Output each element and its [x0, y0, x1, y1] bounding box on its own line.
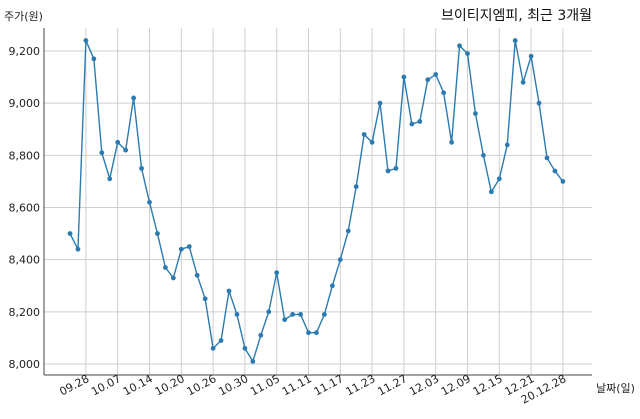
data-point: [139, 165, 144, 171]
x-axis-label: 날짜(일): [596, 381, 635, 395]
data-point: [290, 312, 295, 317]
data-point: [186, 244, 192, 250]
data-point: [115, 139, 121, 145]
y-tick-label: 8,200: [9, 306, 41, 319]
y-tick-label: 8,000: [9, 358, 41, 371]
data-point: [552, 168, 558, 174]
data-point: [107, 176, 113, 182]
x-tick-label: 11.23: [344, 372, 378, 398]
x-tick-label: 10.07: [89, 372, 123, 398]
data-point: [481, 152, 486, 158]
y-tick-label: 8,800: [9, 149, 41, 162]
data-point: [67, 231, 73, 236]
data-point: [234, 312, 240, 317]
data-point: [163, 265, 168, 270]
data-point: [218, 338, 224, 343]
data-point: [258, 332, 264, 338]
x-tick-label: 11.17: [312, 372, 346, 398]
data-point: [322, 312, 327, 317]
data-point: [353, 184, 359, 190]
data-point: [401, 74, 407, 80]
series: [67, 38, 566, 364]
data-point: [417, 119, 423, 124]
axes: [43, 28, 592, 376]
data-point: [369, 139, 375, 145]
x-tick-label: 12.09: [439, 372, 473, 398]
x-tick-label: 11.05: [248, 372, 282, 398]
x-tick-label: 09.28: [57, 372, 91, 398]
data-point: [560, 179, 566, 184]
data-point: [131, 95, 137, 101]
data-point: [250, 358, 256, 364]
x-tick-label: 10.30: [216, 372, 250, 398]
data-point: [75, 246, 81, 252]
data-point: [329, 283, 335, 289]
data-point: [178, 246, 184, 252]
x-tick-label: 11.27: [375, 372, 409, 398]
data-point: [147, 199, 152, 205]
x-tick-label: 12.15: [471, 372, 505, 398]
data-point: [441, 90, 447, 96]
price-series-line: [69, 40, 564, 364]
data-point: [425, 77, 431, 83]
data-point: [488, 189, 494, 195]
x-tick-label: 10.26: [185, 372, 219, 398]
data-point: [496, 176, 502, 182]
data-point: [242, 345, 248, 351]
y-tick-label: 9,200: [9, 45, 41, 58]
data-point: [409, 121, 415, 127]
chart-title: 브이티지엠피, 최근 3개월: [441, 8, 592, 24]
x-tick-label: 12.03: [407, 372, 441, 398]
x-tick-label: 10.14: [121, 372, 155, 398]
grid: [44, 28, 592, 375]
y-tick-label: 8,400: [9, 254, 41, 267]
data-point: [520, 79, 526, 85]
data-point: [202, 296, 208, 302]
data-point: [345, 228, 351, 234]
data-point: [528, 53, 534, 59]
data-point: [544, 155, 550, 161]
data-point: [433, 72, 439, 77]
data-point: [266, 309, 272, 315]
data-point: [377, 100, 383, 106]
data-point: [536, 100, 542, 106]
x-tick-label: 11.11: [280, 372, 314, 398]
data-point: [314, 330, 319, 336]
data-point: [473, 111, 478, 116]
data-point: [393, 165, 399, 171]
data-point: [298, 312, 303, 317]
data-point: [457, 43, 462, 49]
data-point: [123, 147, 129, 153]
data-point: [282, 317, 288, 323]
data-point: [274, 270, 280, 276]
data-point: [194, 272, 200, 278]
y-axis-label: 주가(원): [4, 10, 43, 23]
data-point: [465, 51, 470, 57]
data-point: [170, 275, 176, 281]
data-point: [306, 330, 311, 336]
data-point: [449, 139, 454, 145]
y-tick-labels: 8,000 8,200 8,400 8,600 8,800 9,000 9,200: [9, 45, 41, 371]
data-point: [361, 132, 367, 137]
x-tick-labels: 09.2810.0710.1410.2010.2610.3011.0511.11…: [57, 372, 568, 406]
y-tick-label: 9,000: [9, 97, 41, 110]
data-point: [155, 231, 160, 236]
data-point: [83, 38, 89, 43]
data-point: [504, 142, 510, 148]
data-point: [337, 257, 343, 263]
data-point: [512, 38, 518, 43]
data-point: [91, 56, 97, 62]
data-point: [385, 168, 391, 174]
data-point: [99, 150, 105, 156]
y-tick-label: 8,600: [9, 202, 41, 215]
x-tick-label: 10.20: [153, 372, 187, 398]
data-point: [210, 345, 216, 351]
data-point: [226, 288, 232, 294]
